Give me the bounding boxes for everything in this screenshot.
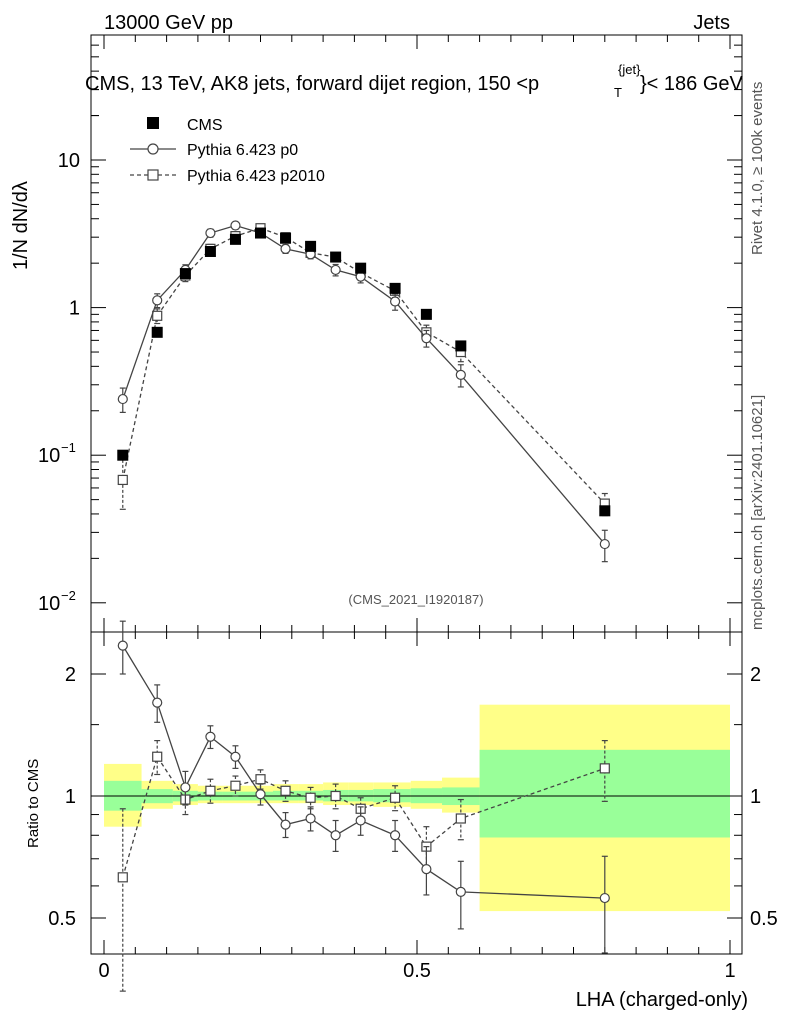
p0-point: [280, 243, 291, 254]
ratio-ytick-label-right: 1: [750, 786, 761, 808]
xtick-label: 0: [98, 960, 109, 982]
p0-point: [421, 333, 432, 344]
ratio-p2010-point: [305, 792, 316, 803]
p0-point: [117, 393, 128, 405]
y-label-text: 1/N dN/dλ: [10, 181, 32, 270]
ratio-ytick-label: 2: [65, 664, 76, 686]
main-series: [117, 220, 611, 563]
title-sub: T: [614, 85, 622, 100]
title-tail: }< 186 GeV: [640, 73, 744, 95]
cms-point: [455, 340, 467, 352]
x-axis-label: LHA (charged-only): [576, 989, 748, 1011]
mcplots-label: mcplots.cern.ch [arXiv:2401.10621]: [749, 395, 766, 630]
ratio-p0-point: [205, 731, 216, 742]
ratio-series: [117, 620, 610, 992]
title-main: CMS, 13 TeV, AK8 jets, forward dijet reg…: [85, 73, 539, 95]
ratio-p2010-point: [230, 780, 241, 791]
ratio-p0-point: [117, 640, 128, 651]
ratio-p2010-point: [205, 785, 216, 796]
title-sup: {jet}: [618, 62, 641, 77]
ratio-p0-point: [355, 815, 366, 826]
ratio-p2010-point: [152, 751, 163, 762]
p2010-point: [152, 310, 163, 321]
p2010-line: [122, 227, 606, 505]
p2010-point: [117, 474, 128, 486]
ratio-ytick-label: 0.5: [48, 908, 76, 930]
legend-p0-marker: [147, 143, 159, 155]
legend-cms-label: CMS: [187, 117, 223, 134]
legend-p0-label: Pythia 6.423 p0: [187, 142, 298, 159]
cms-point: [355, 262, 367, 274]
ratio-p0-point: [330, 830, 341, 841]
p0-point: [389, 296, 401, 307]
ratio-y-axis-label: Ratio to CMS: [25, 759, 42, 848]
cms-point: [117, 449, 129, 461]
cms-point: [280, 232, 292, 244]
cms-point: [599, 505, 611, 517]
legend-p2010-label: Pythia 6.423 p2010: [187, 168, 325, 185]
ratio-p2010-point: [389, 792, 401, 803]
ratio-ytick-label: 1: [65, 786, 76, 808]
ratio-p0-line: [122, 645, 605, 899]
cms-point: [255, 227, 266, 239]
analysis-watermark: (CMS_2021_I1920187): [348, 592, 483, 607]
cms-point: [305, 240, 317, 252]
plot-title: CMS, 13 TeV, AK8 jets, forward dijet reg…: [85, 62, 744, 100]
ratio-p0-point: [255, 789, 266, 800]
cms-point: [204, 245, 216, 257]
cms-point: [420, 308, 432, 320]
ratio-ytick-label-right: 2: [750, 664, 761, 686]
cms-point: [389, 282, 401, 294]
main-y-axis-label: 1/N dN/dλ: [10, 181, 32, 270]
cms-point: [330, 251, 342, 263]
header-right: Jets: [693, 12, 730, 34]
ratio-p2010-point: [117, 872, 128, 883]
ratio-p0-point: [230, 751, 241, 762]
ratio-p0-point: [280, 819, 291, 830]
ratio-uncertainty-bands: [104, 704, 730, 912]
header-left: 13000 GeV pp: [104, 12, 233, 34]
ratio-p0-point: [389, 830, 401, 841]
p0-point: [330, 264, 341, 276]
main-ytick-exponent: −1: [61, 440, 76, 455]
p0-point: [152, 295, 163, 306]
p0-point: [599, 538, 610, 550]
ratio-p0-point: [599, 892, 610, 904]
legend: CMS Pythia 6.423 p0 Pythia 6.423 p2010: [130, 117, 325, 185]
ratio-p2010-line: [122, 755, 606, 878]
p0-point: [230, 220, 241, 231]
main-ytick-exponent: −2: [61, 588, 76, 603]
p0-point: [205, 227, 216, 239]
ratio-p0-point: [455, 886, 466, 897]
ratio-p0-point: [180, 782, 191, 793]
p0-point: [455, 369, 466, 380]
cms-point: [229, 233, 241, 245]
ratio-p0-point: [152, 697, 163, 708]
ratio-ytick-label-right: 0.5: [750, 908, 778, 930]
xtick-label: 1: [724, 960, 735, 982]
legend-cms-marker: [147, 117, 159, 129]
ratio-p0-point: [421, 864, 432, 875]
legend-p2010-marker: [147, 169, 159, 181]
ratio-p2010-point: [255, 774, 266, 785]
ratio-p2010-point: [455, 813, 466, 824]
ratio-p2010-point: [330, 790, 341, 802]
cms-point: [179, 268, 191, 280]
ratio-p0-point: [305, 813, 316, 824]
xtick-label: 0.5: [403, 960, 431, 982]
ratio-p2010-point: [280, 785, 291, 796]
main-ytick-label: 1: [69, 298, 80, 320]
rivet-label: Rivet 4.1.0, ≥ 100k events: [749, 82, 766, 255]
main-ytick-label: 10: [58, 150, 80, 172]
ratio-axes: 2 2 1 1 0.5 0.5 0 0.5 1: [48, 632, 778, 982]
p0-line: [122, 224, 606, 545]
main-ytick-label: 10: [38, 593, 60, 615]
main-ytick-label: 10: [38, 445, 60, 467]
cms-point: [151, 326, 163, 338]
ratio-p2010-point: [599, 763, 610, 774]
